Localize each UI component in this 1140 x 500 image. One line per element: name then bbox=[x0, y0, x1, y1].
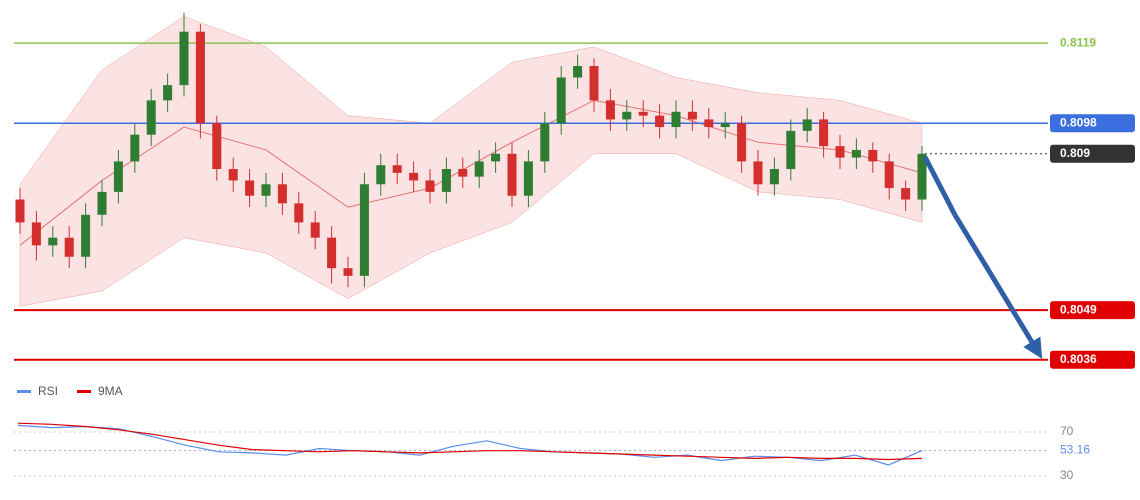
indicator-line bbox=[17, 424, 923, 466]
candle-body bbox=[802, 119, 812, 131]
candle-body bbox=[359, 184, 369, 276]
candle-body bbox=[48, 237, 58, 246]
candle-body bbox=[884, 161, 894, 189]
candle-body bbox=[474, 161, 484, 177]
candle-body bbox=[179, 31, 189, 86]
price-label: 0.809 bbox=[1060, 146, 1090, 160]
candle-body bbox=[163, 85, 173, 101]
candle-body bbox=[901, 188, 911, 200]
candle-body bbox=[523, 161, 533, 196]
candle-body bbox=[277, 184, 287, 204]
candle-body bbox=[917, 153, 927, 200]
candle-body bbox=[409, 172, 419, 181]
candle-body bbox=[81, 214, 91, 257]
candle-body bbox=[113, 161, 123, 192]
candle-body bbox=[392, 165, 402, 173]
candle-body bbox=[638, 111, 648, 116]
candle-body bbox=[195, 31, 205, 124]
candle-body bbox=[261, 184, 271, 196]
candle-body bbox=[737, 123, 747, 162]
candle-body bbox=[310, 222, 320, 238]
price-label-box bbox=[1050, 350, 1135, 369]
forecast-arrow bbox=[922, 155, 958, 217]
candle-body bbox=[540, 123, 550, 162]
candle-body bbox=[819, 119, 829, 147]
candle-body bbox=[835, 146, 845, 158]
moving-average bbox=[19, 99, 923, 246]
candle-body bbox=[573, 66, 583, 78]
candle-body bbox=[376, 165, 386, 185]
price-label-box bbox=[1050, 144, 1135, 163]
forecast-arrow bbox=[952, 213, 1043, 359]
price-label-box bbox=[1050, 114, 1135, 133]
candle-body bbox=[97, 191, 107, 215]
candle-body bbox=[343, 268, 353, 276]
candle-body bbox=[327, 237, 337, 269]
legend-label: RSI bbox=[38, 384, 58, 398]
price-label: 0.8049 bbox=[1060, 302, 1097, 316]
candle-body bbox=[589, 66, 599, 101]
candle-body bbox=[130, 134, 140, 162]
current-label: 53.16 bbox=[1060, 443, 1090, 457]
indicator-line bbox=[17, 422, 923, 461]
candle-body bbox=[622, 111, 632, 120]
candle-body bbox=[491, 153, 501, 162]
candle-body bbox=[704, 119, 714, 128]
candle-body bbox=[31, 222, 41, 246]
candle-body bbox=[441, 169, 451, 192]
candle-body bbox=[146, 100, 156, 135]
candle-body bbox=[851, 149, 861, 158]
price-label: 0.8119 bbox=[1060, 35, 1096, 49]
price-panel: 0.8119 0.8098 0.809 0.8049 0.8036 bbox=[14, 12, 1135, 369]
price-label-box bbox=[1050, 301, 1135, 320]
candle-body bbox=[294, 203, 304, 223]
legend-swatch bbox=[77, 390, 91, 393]
bollinger-band bbox=[19, 16, 923, 307]
candle-body bbox=[687, 111, 697, 120]
candle-body bbox=[212, 123, 222, 170]
price-label: 0.8036 bbox=[1060, 352, 1097, 366]
candle-body bbox=[868, 149, 878, 162]
candle-body bbox=[753, 161, 763, 185]
legend-label: 9MA bbox=[98, 384, 123, 398]
candle-body bbox=[671, 111, 681, 128]
candle-body bbox=[769, 169, 779, 185]
candle-body bbox=[245, 180, 255, 196]
candle-body bbox=[64, 237, 74, 257]
candle-body bbox=[507, 153, 517, 196]
candle-body bbox=[556, 77, 566, 124]
y-tick-label: 70 bbox=[1060, 424, 1074, 438]
candle-body bbox=[655, 115, 665, 128]
candle-body bbox=[786, 130, 796, 170]
price-label: 0.8098 bbox=[1060, 115, 1097, 129]
candle-body bbox=[228, 169, 238, 181]
candle-body bbox=[425, 180, 435, 192]
candle-body bbox=[458, 169, 468, 177]
candle-body bbox=[15, 199, 25, 223]
candle-body bbox=[720, 123, 730, 128]
rsi-panel: 70 30 53.16 RSI 9MA bbox=[14, 384, 1090, 482]
legend-swatch bbox=[17, 390, 31, 393]
y-tick-label: 30 bbox=[1060, 468, 1074, 482]
candle-body bbox=[605, 100, 615, 120]
